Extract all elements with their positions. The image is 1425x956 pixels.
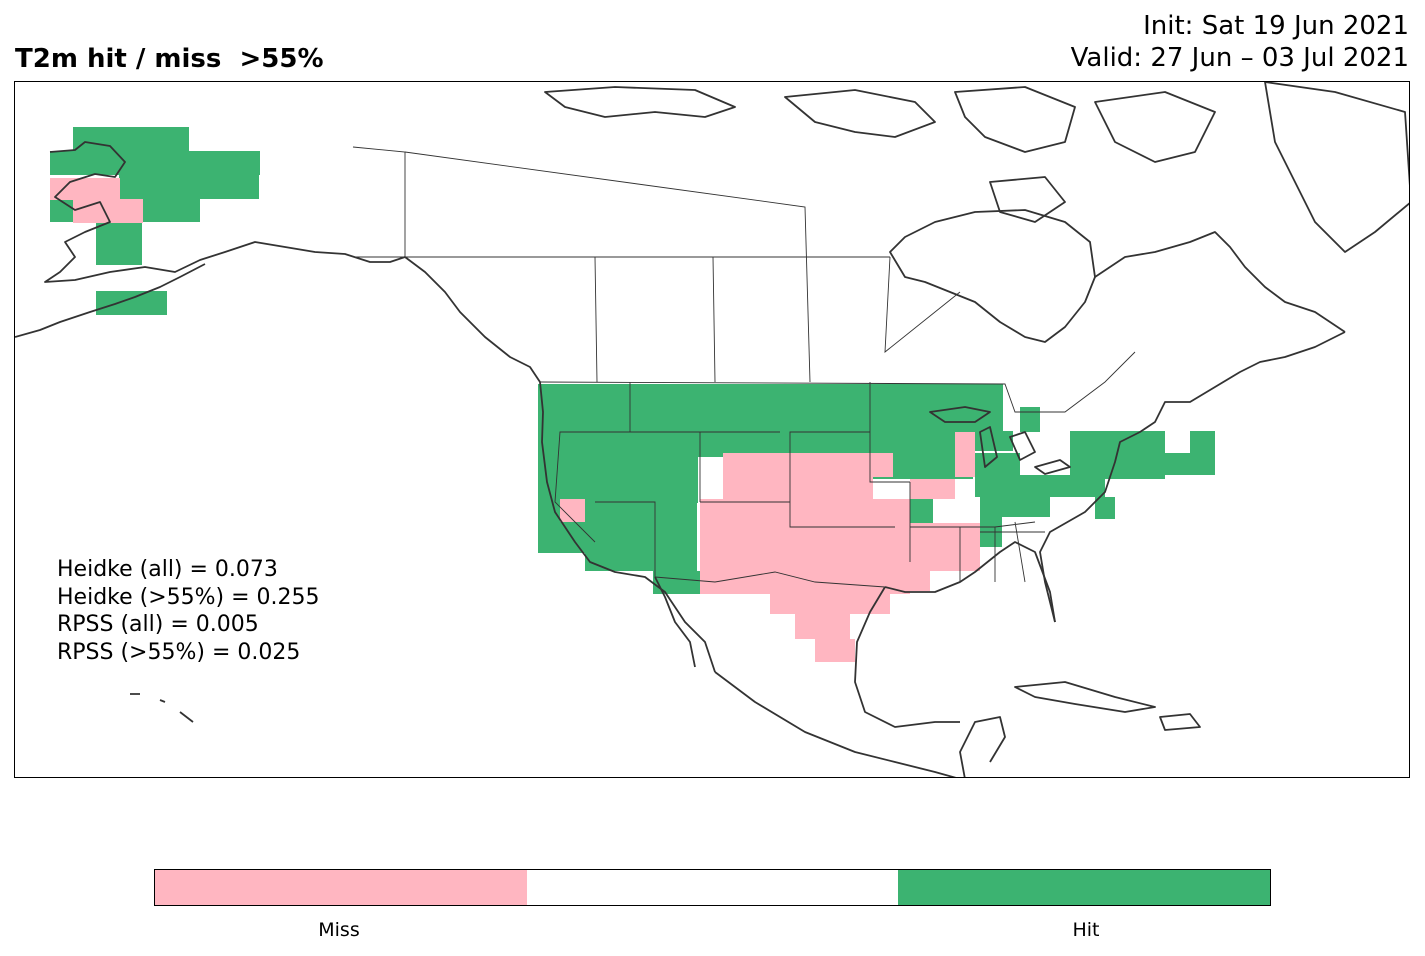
alaska-coast xyxy=(44,141,406,283)
rpss-all: RPSS (all) = 0.005 xyxy=(57,612,259,637)
canada-provinces-border xyxy=(594,256,961,383)
rpss-55: RPSS (>55%) = 0.025 xyxy=(57,639,301,665)
yucatan xyxy=(959,716,1006,777)
mexico-pacific-coast xyxy=(714,671,957,777)
hit-cell xyxy=(653,571,713,594)
miss-cell xyxy=(795,614,850,639)
miss-cell xyxy=(560,499,585,522)
lake-michigan xyxy=(979,426,998,468)
hit-cell xyxy=(73,127,189,151)
arctic-island-4 xyxy=(1094,91,1216,163)
miss-cell xyxy=(885,571,930,591)
baja-peninsula xyxy=(654,576,696,668)
canada-territories-border xyxy=(404,151,811,383)
lake-superior xyxy=(929,406,991,423)
hudson-bay xyxy=(889,209,1096,343)
colorbar-label-miss: Miss xyxy=(318,919,360,941)
cuba xyxy=(1014,681,1156,713)
arctic-island-3 xyxy=(954,86,1076,153)
hit-cell xyxy=(1020,407,1040,432)
mexico-gulf-coast xyxy=(854,586,960,728)
us-canada-border xyxy=(539,351,1136,413)
hit-cell xyxy=(96,245,142,265)
forecast-cells xyxy=(50,127,1215,662)
miss-cell xyxy=(50,178,120,200)
hit-cell xyxy=(538,384,1003,431)
colorbar-neutral-segment xyxy=(526,870,899,905)
hawaii xyxy=(130,693,194,723)
miss-cell xyxy=(723,453,873,499)
aleutian-chain xyxy=(15,263,206,338)
colorbar-miss-segment xyxy=(155,870,527,905)
hit-cell xyxy=(1095,497,1115,519)
hit-cell xyxy=(538,431,698,503)
lake-erie xyxy=(1034,459,1071,475)
arctic-island-2 xyxy=(784,89,936,138)
baffin-south xyxy=(989,176,1066,223)
us-mexico-border xyxy=(654,571,886,588)
miss-cell xyxy=(955,432,975,477)
miss-cell xyxy=(815,639,855,662)
hit-cell xyxy=(96,222,142,245)
hit-cell xyxy=(96,291,167,315)
init-date: Init: Sat 19 Jun 2021 xyxy=(1143,11,1409,41)
miss-cell xyxy=(700,499,910,594)
map-canvas xyxy=(15,82,1409,777)
hit-cell xyxy=(910,499,933,523)
skill-scores: Heidke (all) = 0.073 Heidke (>55%) = 0.2… xyxy=(57,556,320,666)
colorbar xyxy=(154,869,1271,906)
hit-cell xyxy=(698,431,798,457)
heidke-all: Heidke (all) = 0.073 xyxy=(57,557,278,582)
hit-cell xyxy=(1190,431,1215,453)
hit-cell xyxy=(585,503,697,571)
colorbar-label-hit: Hit xyxy=(1072,919,1100,941)
hit-cell xyxy=(980,497,1050,517)
hit-cell xyxy=(119,175,259,199)
hit-cell xyxy=(1165,453,1215,475)
atlantic-coast xyxy=(1039,331,1346,623)
hit-cell xyxy=(783,431,878,453)
hit-cell xyxy=(975,475,1105,497)
miss-cell xyxy=(910,479,955,499)
date-info: Init: Sat 19 Jun 2021 Valid: 27 Jun – 03… xyxy=(1071,10,1409,74)
greenland xyxy=(1264,82,1409,253)
miss-cell xyxy=(873,453,893,477)
hispaniola xyxy=(1159,713,1201,731)
miss-cell xyxy=(770,594,890,614)
labrador-coast xyxy=(1094,231,1346,333)
valid-period: Valid: 27 Jun – 03 Jul 2021 xyxy=(1070,43,1409,73)
coastlines xyxy=(15,82,1409,777)
us-western-states-borders xyxy=(554,382,910,577)
colorbar-hit-segment xyxy=(898,870,1271,905)
borders xyxy=(352,146,1136,588)
lake-huron xyxy=(1009,431,1036,461)
heidke-55: Heidke (>55%) = 0.255 xyxy=(57,584,320,610)
map-panel xyxy=(14,81,1410,778)
us-eastern-states-borders xyxy=(909,482,1045,583)
alaska-canada-border xyxy=(352,146,406,257)
hit-cell xyxy=(50,151,260,175)
arctic-island-1 xyxy=(544,86,736,118)
hit-cell xyxy=(975,453,1020,475)
map-title: T2m hit / miss >55% xyxy=(15,44,324,74)
